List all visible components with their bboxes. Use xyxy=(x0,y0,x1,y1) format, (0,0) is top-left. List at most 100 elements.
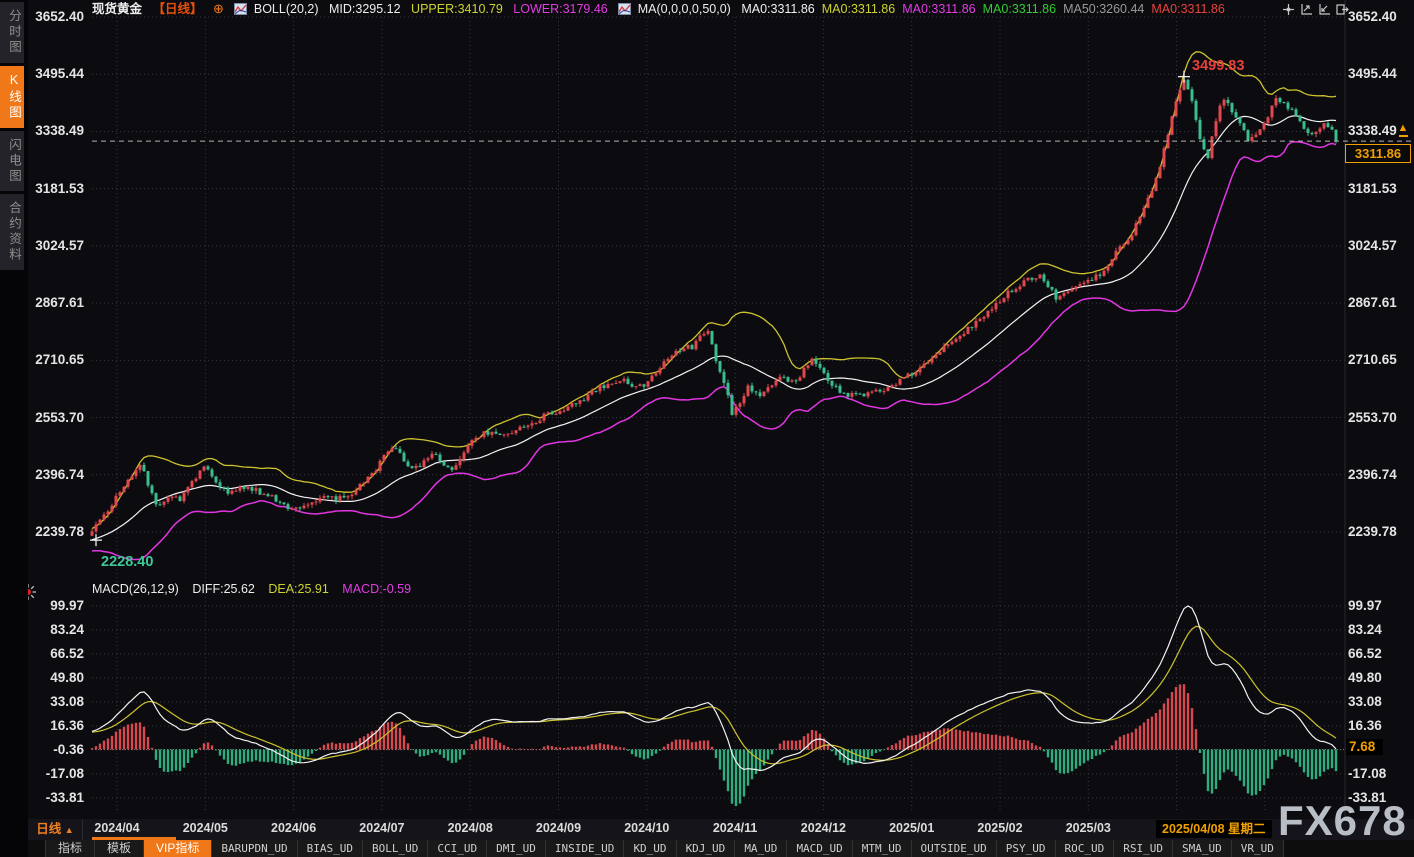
add-indicator-icon[interactable]: ⊕ xyxy=(213,1,224,16)
ma-value-4: MA50:3260.44 xyxy=(1063,2,1145,16)
month-label-2024/09: 2024/09 xyxy=(535,821,582,835)
indicator-tab-KDJ_UD[interactable]: KDJ_UD xyxy=(676,840,736,857)
high-price-annotation: 3499.83 xyxy=(1192,58,1245,74)
indicator-tab-BOLL_UD[interactable]: BOLL_UD xyxy=(362,840,429,857)
month-label-2024/10: 2024/10 xyxy=(624,821,670,835)
macd-tick-right: 99.97 xyxy=(1348,598,1382,613)
macd-tick-right: -33.81 xyxy=(1348,790,1387,805)
indicator-tab-MA_UD[interactable]: MA_UD xyxy=(735,840,788,857)
indicator-tab-SMA_UD[interactable]: SMA_UD xyxy=(1173,840,1232,857)
boll-label: BOLL(20,2) xyxy=(253,2,319,16)
macd-diff-value: DIFF:25.62 xyxy=(192,582,255,596)
macd-tick-right: 66.52 xyxy=(1348,646,1382,661)
price-tick-right: 3338.49 xyxy=(1348,123,1397,139)
ma-label: MA(0,0,0,0,50,0) xyxy=(637,2,731,16)
price-tick-right: 2396.74 xyxy=(1348,466,1397,482)
macd-tick-left: -0.36 xyxy=(53,742,84,757)
month-label-2024/05: 2024/05 xyxy=(182,821,228,835)
indicator-tab-OUTSIDE_UD[interactable]: OUTSIDE_UD xyxy=(911,840,997,857)
symbol-name: 现货黄金 xyxy=(92,2,143,16)
price-alert-icon[interactable]: ▲ xyxy=(1396,123,1410,137)
period-dropdown[interactable]: 日线 ▲ xyxy=(28,819,83,840)
indicator-tab-MACD_UD[interactable]: MACD_UD xyxy=(787,840,853,857)
price-tick-right: 2867.61 xyxy=(1348,295,1397,311)
time-axis-row: 日线 ▲ 2024/04 2024/05 2024/06 2024/07 2024/08… xyxy=(28,819,1414,840)
month-label-2024/07: 2024/07 xyxy=(359,821,405,835)
indicator-tab-VR_UD[interactable]: VR_UD xyxy=(1231,840,1284,857)
crosshair-date-readout: 2025/04/08 星期二 xyxy=(1156,820,1272,838)
macd-tick-left: -33.81 xyxy=(45,790,84,805)
price-tick-left: 2553.70 xyxy=(35,409,84,425)
axis-zoom-out-icon[interactable] xyxy=(1300,3,1313,16)
indicator-tab-BIAS_UD[interactable]: BIAS_UD xyxy=(297,840,363,857)
indicator-legend-bar: 现货黄金 【日线】 ⊕ BOLL(20,2) MID:3295.12 UPPER… xyxy=(92,1,1239,17)
ma-value-2: MA0:3311.86 xyxy=(902,2,976,16)
price-tick-right: 3495.44 xyxy=(1348,66,1397,82)
indicator-tab-bar: 指标 模板 VIP指标 BARUPDN_UD BIAS_UD BOLL_UD CCI_UD D… xyxy=(28,840,1414,857)
indicator-tab-ROC_UD[interactable]: ROC_UD xyxy=(1055,840,1115,857)
period-dropdown-label: 日线 xyxy=(36,822,62,836)
month-label-2025/03: 2025/03 xyxy=(1065,821,1111,835)
macd-tick-left: 66.52 xyxy=(50,646,84,661)
indicator-tab-MTM_UD[interactable]: MTM_UD xyxy=(852,840,912,857)
price-tick-left: 3338.49 xyxy=(35,123,84,139)
period-selector[interactable]: 【日线】 xyxy=(152,2,203,16)
price-tick-left: 3652.40 xyxy=(35,9,84,24)
price-tick-right: 2710.65 xyxy=(1348,352,1397,368)
low-price-annotation: 2228.40 xyxy=(101,554,154,570)
ma-value-1: MA0:3311.86 xyxy=(821,2,896,16)
boll-lower-value: LOWER:3179.46 xyxy=(513,2,608,16)
price-tick-right: 3024.57 xyxy=(1348,237,1397,253)
macd-tick-right: -17.08 xyxy=(1348,766,1387,781)
left-price-axis: 3652.40 3495.44 3338.49 3181.53 3024.57 2867.… xyxy=(28,0,88,820)
boll-mid-value: MID:3295.12 xyxy=(328,2,401,16)
indicator-tab-DMI_UD[interactable]: DMI_UD xyxy=(487,840,546,857)
month-label-2024/12: 2024/12 xyxy=(800,821,846,835)
month-label-2025/02: 2025/02 xyxy=(977,821,1023,835)
move-chart-icon[interactable] xyxy=(1282,3,1295,16)
sidebar-tab-合约资料[interactable]: 合约资料 xyxy=(0,194,24,270)
macd-legend-row: MACD(26,12,9) DIFF:25.62 DEA:25.91 MACD:… xyxy=(92,581,421,597)
sidebar-tab-闪电图[interactable]: 闪电图 xyxy=(0,130,24,191)
macd-tick-left: 16.36 xyxy=(50,718,84,733)
ma-value-3: MA0:3311.86 xyxy=(982,2,1057,16)
month-label-2024/11: 2024/11 xyxy=(712,821,758,835)
price-tick-left: 2396.74 xyxy=(35,466,84,482)
sidebar-tab-分时图[interactable]: 分时图 xyxy=(0,2,24,63)
fx678-watermark: FX678 xyxy=(1278,797,1407,844)
boll-indicator-icon[interactable] xyxy=(234,3,248,15)
ma-value-0: MA0:3311.86 xyxy=(741,2,815,16)
indicator-tab-INSIDE_UD[interactable]: INSIDE_UD xyxy=(545,840,625,857)
indicator-tab-模板[interactable]: 模板 xyxy=(95,840,145,857)
macd-tick-left: 49.80 xyxy=(50,670,84,685)
ma-values: MA0:3311.86 MA0:3311.86 MA0:3311.86 MA0:331… xyxy=(741,2,1232,16)
ma-indicator-icon[interactable] xyxy=(618,3,632,15)
macd-tick-right: 49.80 xyxy=(1348,670,1382,685)
indicator-tab-指标[interactable]: 指标 xyxy=(45,840,96,857)
price-tick-left: 2867.61 xyxy=(35,295,84,311)
current-price-badge: 3311.86 xyxy=(1345,144,1411,163)
price-tick-right: 2239.78 xyxy=(1348,524,1397,539)
indicator-tab-BARUPDN_UD[interactable]: BARUPDN_UD xyxy=(212,840,298,857)
indicator-tab-VIP指标[interactable]: VIP指标 xyxy=(144,840,213,857)
sidebar-tab-K线图[interactable]: K线图 xyxy=(0,65,24,128)
macd-title: MACD(26,12,9) xyxy=(92,582,179,596)
indicator-tab-PSY_UD[interactable]: PSY_UD xyxy=(996,840,1056,857)
axis-zoom-in-icon[interactable] xyxy=(1318,3,1331,16)
left-tab-sidebar: 分时图 K线图 闪电图合约资料 xyxy=(0,0,28,857)
dropdown-up-icon: ▲ xyxy=(64,825,74,835)
month-label-2024/08: 2024/08 xyxy=(447,821,493,835)
macd-tick-right: 83.24 xyxy=(1348,622,1382,637)
macd-tick-left: -17.08 xyxy=(45,766,84,781)
price-tick-right: 3181.53 xyxy=(1348,180,1397,196)
indicator-tab-RSI_UD[interactable]: RSI_UD xyxy=(1114,840,1174,857)
indicator-tab-KD_UD[interactable]: KD_UD xyxy=(624,840,677,857)
right-price-axis: 3652.40 3495.44 3338.49 3181.53 3024.57 2867.… xyxy=(1348,0,1414,820)
macd-dea-value: DEA:25.91 xyxy=(268,582,329,596)
visible-range-scrollbar[interactable] xyxy=(92,837,176,840)
indicator-tab-CCI_UD[interactable]: CCI_UD xyxy=(428,840,488,857)
month-label-2024/04: 2024/04 xyxy=(94,821,140,835)
page-forward-icon[interactable] xyxy=(1336,3,1349,16)
